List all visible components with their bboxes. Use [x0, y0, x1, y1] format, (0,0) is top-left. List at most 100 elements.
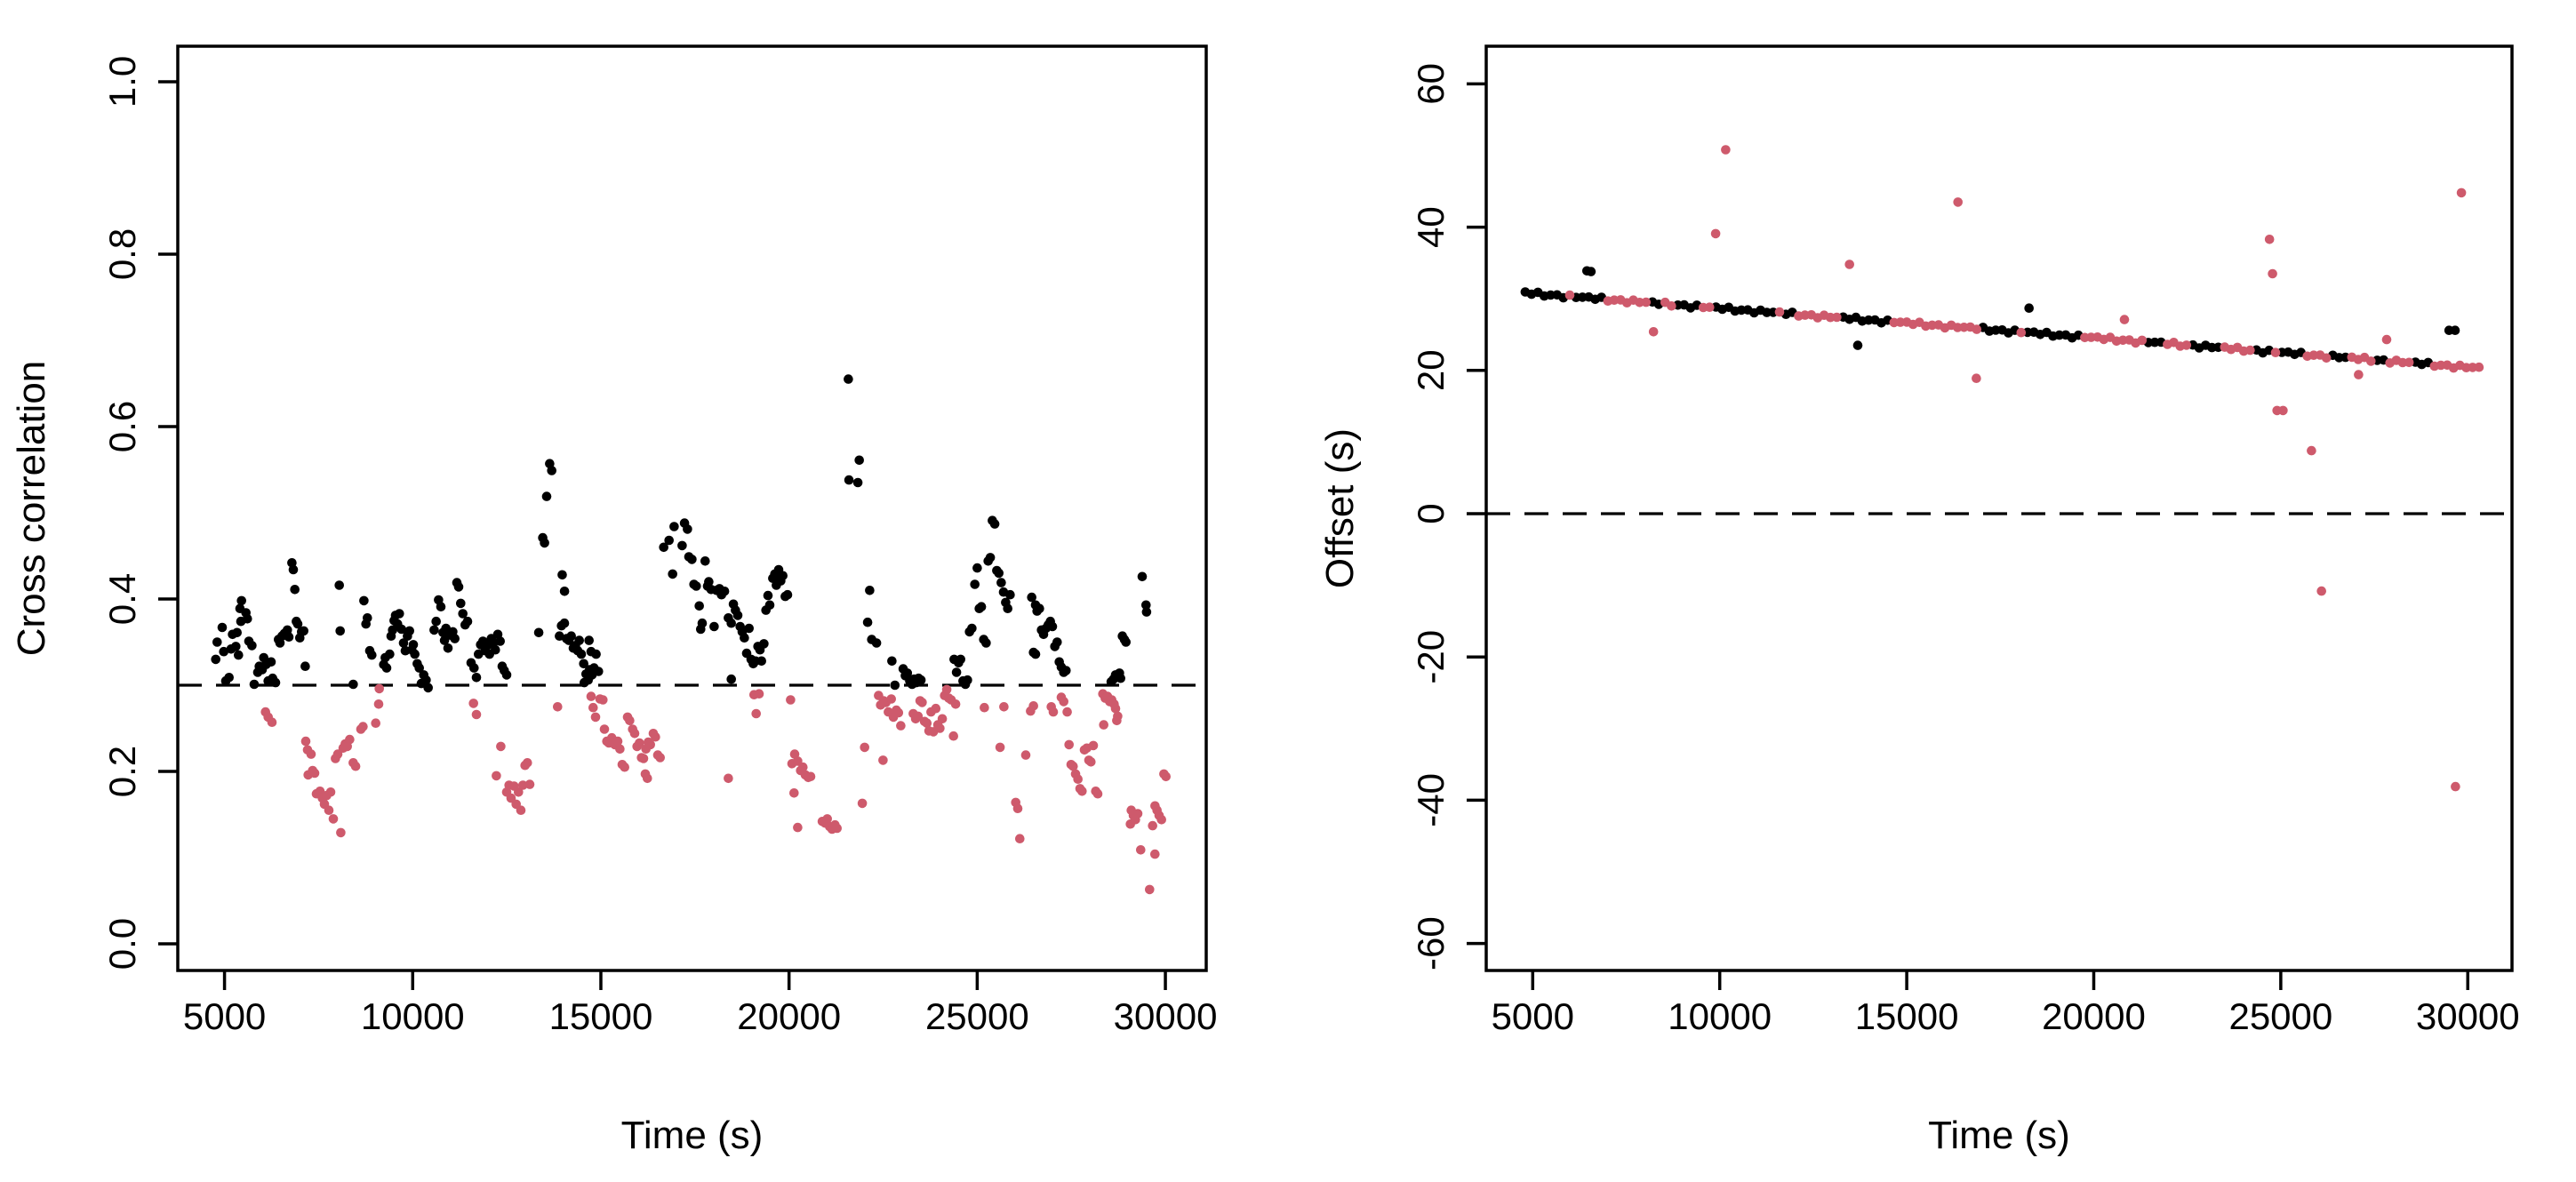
data-point — [764, 600, 775, 611]
data-point — [1844, 260, 1854, 269]
data-point — [598, 695, 608, 705]
data-point — [211, 654, 220, 665]
data-point — [1150, 849, 1160, 859]
x-tick-label: 5000 — [1492, 995, 1574, 1037]
data-point — [798, 762, 808, 772]
data-point — [890, 680, 900, 691]
data-point — [1086, 757, 1096, 767]
data-point — [620, 762, 629, 772]
data-point — [2381, 334, 2392, 345]
data-point — [309, 768, 320, 779]
data-point — [740, 633, 749, 643]
data-point — [540, 538, 549, 548]
data-point — [249, 679, 260, 690]
data-point — [822, 814, 832, 824]
y-tick-label: -60 — [1410, 916, 1452, 970]
data-point — [677, 540, 687, 551]
data-point — [1667, 301, 1676, 311]
data-point — [398, 638, 409, 648]
data-point — [862, 617, 873, 627]
x-tick-label: 10000 — [361, 995, 465, 1037]
data-point — [922, 718, 932, 728]
data-point — [1586, 267, 1596, 276]
offset-vs-time-offset-black-points — [1520, 266, 2460, 370]
data-point — [2278, 405, 2288, 416]
data-point — [645, 739, 655, 750]
data-point — [335, 626, 346, 636]
data-point — [456, 598, 466, 609]
data-point — [852, 477, 863, 488]
data-point — [2245, 345, 2255, 355]
data-point — [559, 618, 570, 628]
data-point — [854, 455, 864, 466]
data-point — [462, 616, 473, 627]
data-point — [719, 587, 730, 596]
data-point — [1972, 324, 1982, 334]
data-point — [786, 695, 796, 705]
data-point — [292, 619, 303, 629]
offset-vs-time-panel: 5000 10000 15000 20000 25000 30000 -60 -40 -20 0 2… — [1318, 44, 2520, 1157]
data-point — [284, 632, 294, 642]
data-point — [471, 673, 482, 683]
data-point — [523, 758, 532, 768]
data-point — [615, 744, 625, 755]
x-tick-label: 30000 — [1114, 995, 1218, 1037]
data-point — [902, 668, 913, 678]
data-point — [651, 731, 660, 742]
x-tick-label: 15000 — [1855, 995, 1959, 1037]
data-point — [348, 679, 358, 690]
y-tick-label: 0.8 — [101, 228, 143, 280]
data-point — [638, 754, 649, 763]
data-point — [1564, 290, 1575, 300]
data-point — [495, 636, 505, 646]
data-point — [1020, 750, 1031, 760]
data-point — [232, 627, 243, 638]
data-point — [2181, 340, 2192, 350]
data-point — [643, 773, 652, 784]
cross-correlation-vs-time-panel: 5000 10000 15000 20000 25000 30000 0.0 0.2 0.4 0.… — [10, 44, 1218, 1157]
data-point — [450, 634, 460, 643]
data-point — [2321, 353, 2332, 363]
data-point — [518, 780, 528, 790]
data-point — [726, 618, 736, 628]
plot-box — [1484, 44, 2514, 972]
y-tick-label: 0.4 — [101, 573, 143, 625]
data-point — [995, 742, 1005, 753]
data-point — [832, 823, 842, 834]
data-point — [1073, 774, 1083, 784]
data-point — [1005, 589, 1015, 600]
data-point — [1852, 340, 1863, 350]
data-point — [396, 624, 407, 635]
y-axis-title: Cross correlation — [10, 361, 53, 657]
x-tick-label: 15000 — [549, 995, 653, 1037]
data-point — [574, 635, 584, 645]
data-point — [566, 631, 576, 641]
data-point — [744, 623, 754, 634]
x-tick-label: 20000 — [737, 995, 841, 1037]
data-point — [1027, 592, 1036, 603]
data-point — [2268, 268, 2277, 279]
data-point — [913, 711, 924, 722]
data-point — [1028, 701, 1038, 711]
data-point — [2474, 362, 2484, 372]
y-tick-label: 0 — [1410, 503, 1452, 523]
data-point — [937, 714, 948, 724]
data-point — [423, 683, 434, 693]
data-point — [306, 749, 316, 759]
data-point — [956, 654, 965, 665]
data-point — [350, 761, 361, 771]
data-point — [586, 691, 596, 701]
data-point — [408, 640, 419, 650]
data-point — [591, 649, 601, 659]
data-point — [865, 586, 875, 595]
data-point — [948, 731, 958, 741]
data-point — [759, 639, 769, 649]
data-point — [469, 663, 479, 673]
data-point — [789, 788, 799, 798]
data-point — [1832, 312, 1842, 323]
data-point — [709, 621, 719, 632]
data-point — [756, 656, 766, 667]
data-point — [994, 568, 1004, 579]
data-point — [324, 805, 334, 815]
data-point — [547, 466, 556, 475]
